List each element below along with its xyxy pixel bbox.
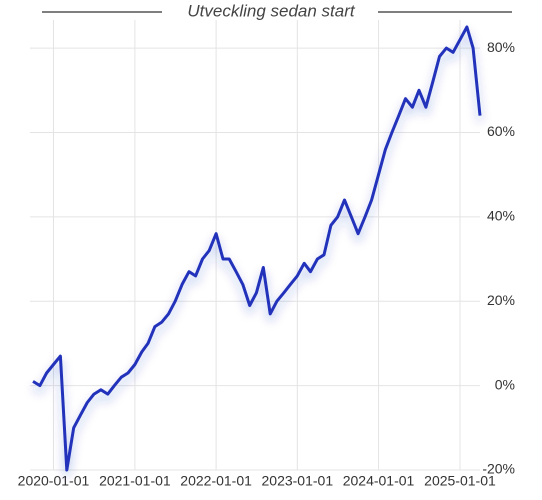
x-tick-label: 2022-01-01 bbox=[180, 473, 252, 489]
y-tick-label: 40% bbox=[487, 208, 515, 224]
y-tick-label: -20% bbox=[482, 461, 515, 477]
x-tick-label: 2020-01-01 bbox=[18, 473, 90, 489]
y-tick-label: 80% bbox=[487, 39, 515, 55]
x-tick-label: 2021-01-01 bbox=[99, 473, 171, 489]
x-tick-label: 2024-01-01 bbox=[343, 473, 415, 489]
y-tick-label: 20% bbox=[487, 292, 515, 308]
data-line bbox=[32, 25, 482, 472]
x-tick-label: 2023-01-01 bbox=[262, 473, 334, 489]
x-tick-label: 2025-01-01 bbox=[424, 473, 496, 489]
chart-title: Utveckling sedan start bbox=[187, 1, 356, 20]
y-tick-label: 60% bbox=[487, 123, 515, 139]
y-tick-label: 0% bbox=[495, 376, 515, 392]
